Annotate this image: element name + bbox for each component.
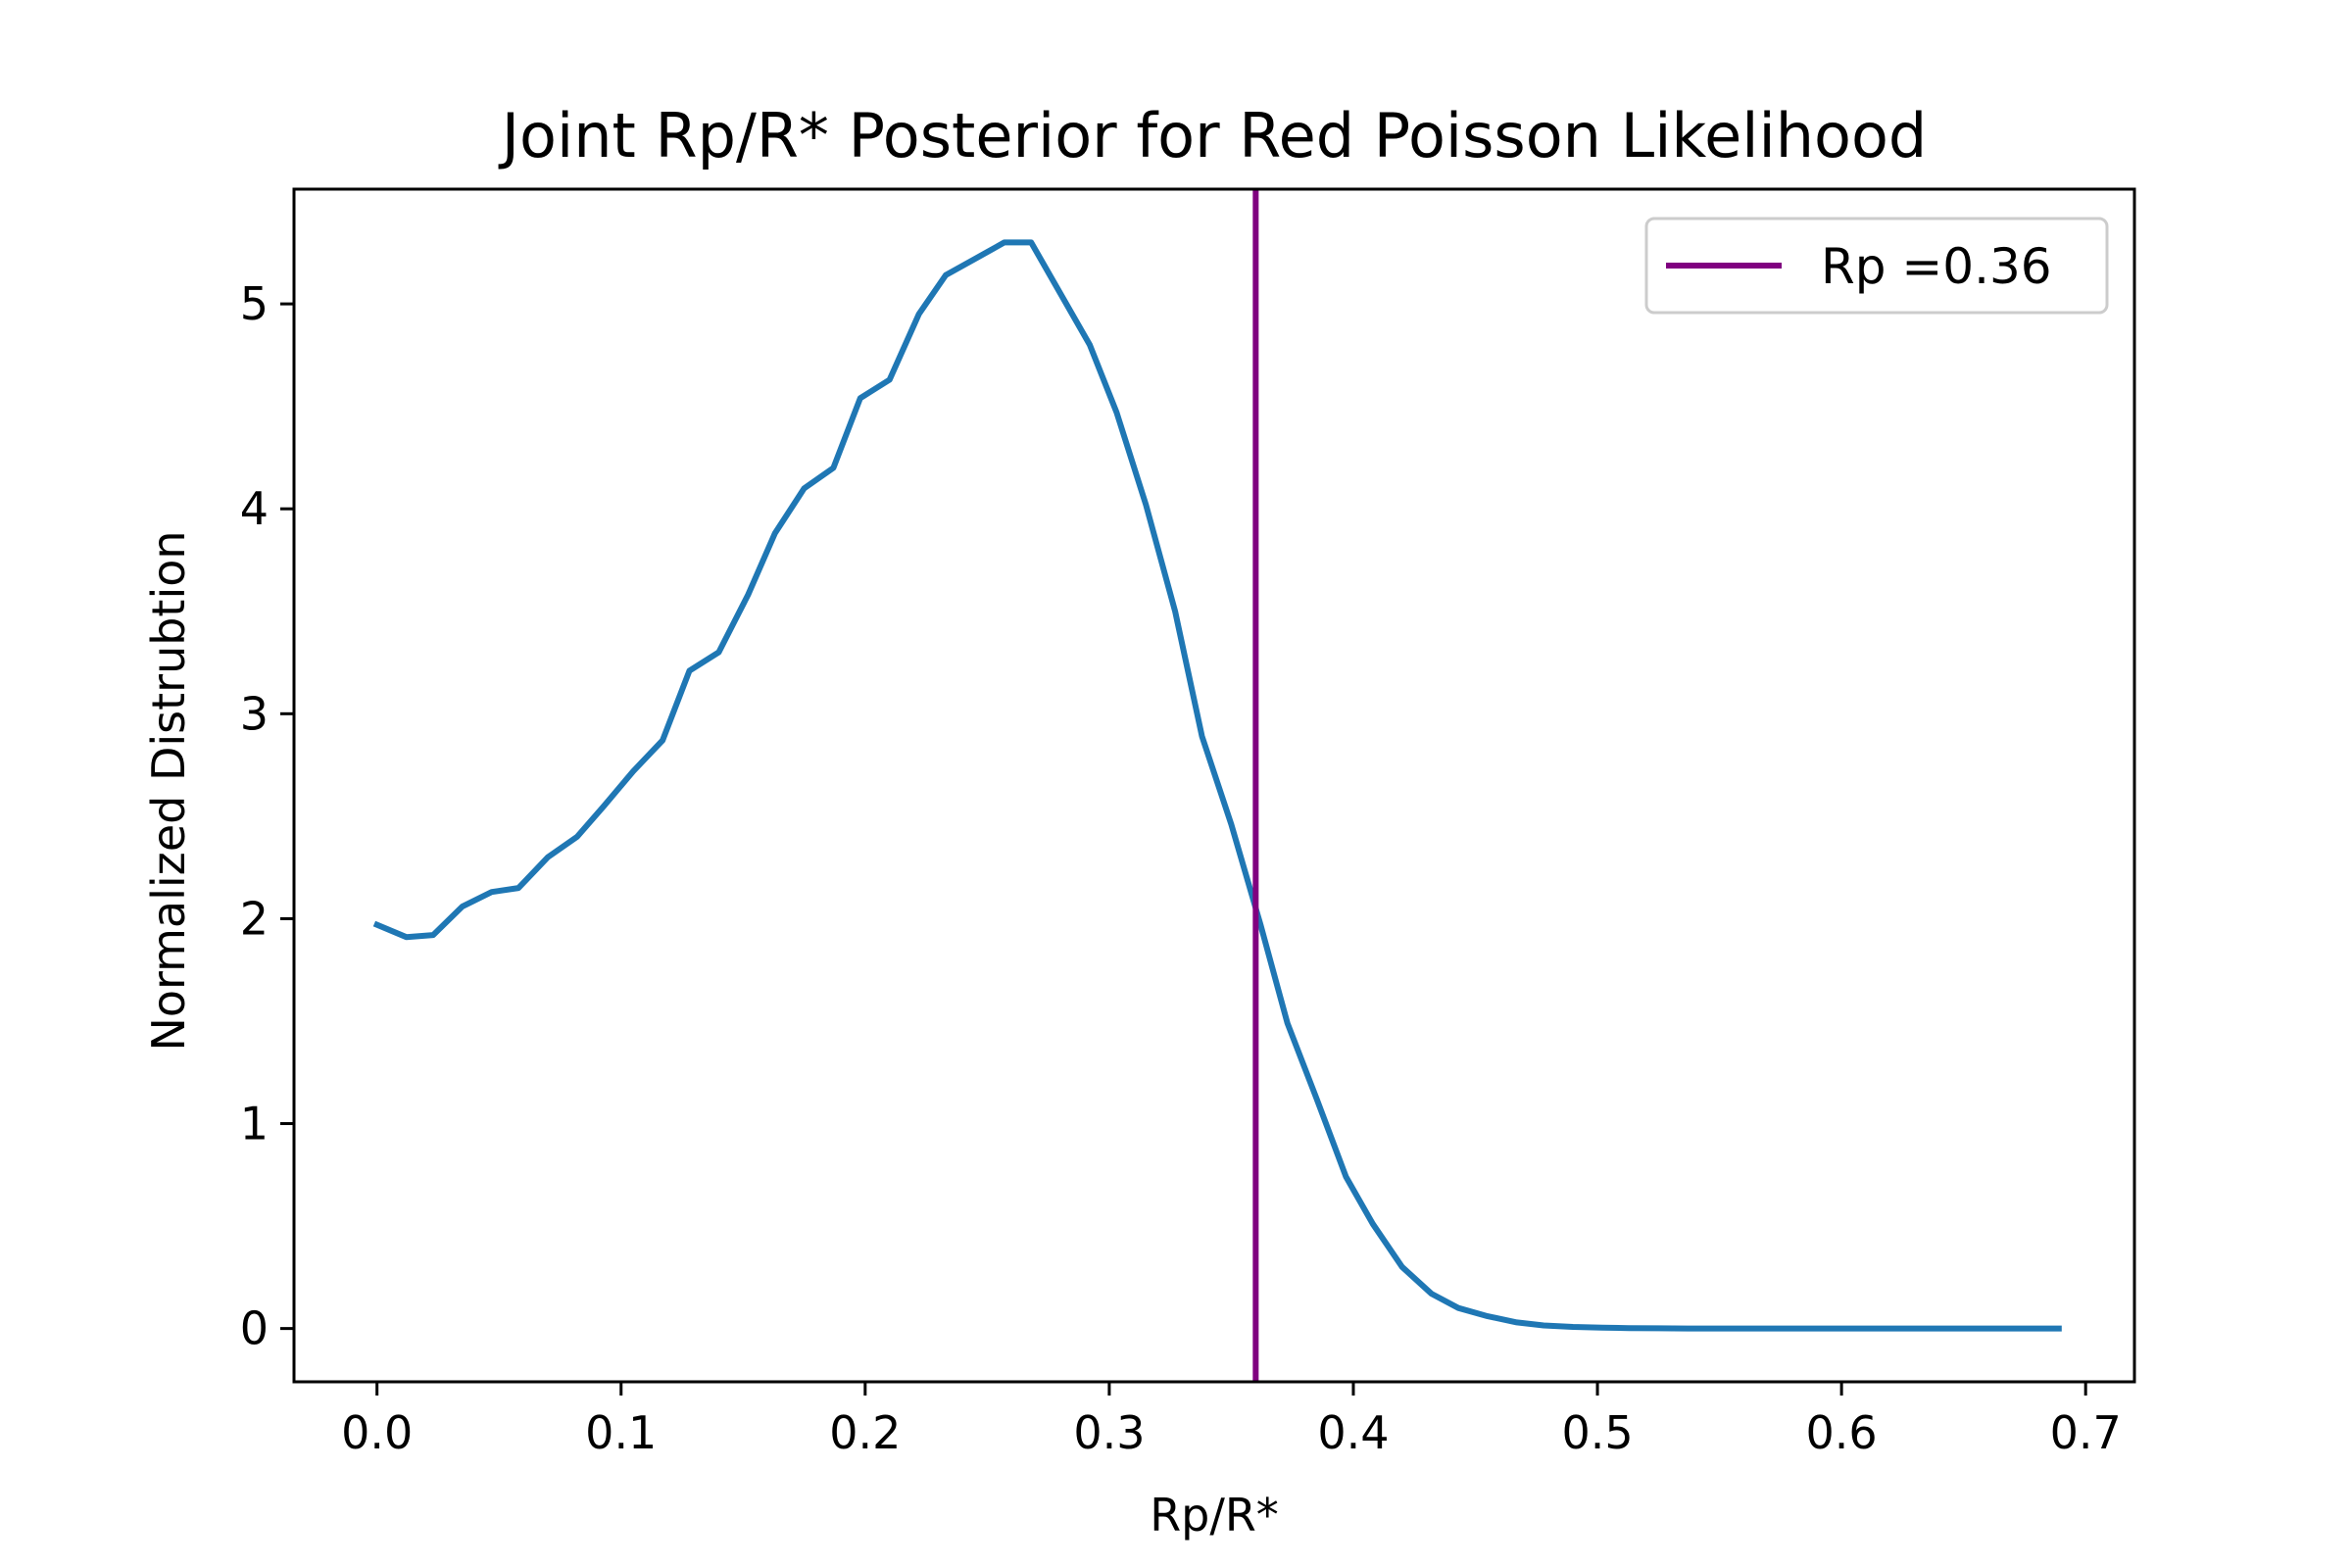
x-tick-label: 0.6	[1806, 1406, 1878, 1459]
x-tick-label: 0.7	[2050, 1406, 2122, 1459]
plot-area	[372, 189, 2062, 1382]
axes-frame	[292, 187, 2136, 1384]
y-tick-label: 5	[240, 277, 269, 330]
legend: Rp =0.36	[1644, 217, 2109, 315]
y-tick-label: 1	[240, 1098, 269, 1151]
x-tick-label: 0.2	[829, 1406, 901, 1459]
chart-title: Joint Rp/R* Posterior for Red Poisson Li…	[498, 100, 1928, 172]
y-tick-label: 0	[240, 1302, 269, 1355]
legend-label: Rp =0.36	[1821, 238, 2052, 295]
legend-box	[1644, 217, 2109, 315]
x-tick-label: 0.1	[585, 1406, 657, 1459]
y-tick-label: 4	[240, 482, 269, 535]
x-axis-label: Rp/R*	[1150, 1489, 1279, 1542]
axes: 0.0 0.1 0.2 0.3 0.4 0.5 0.6 0.7 0 1 2 3 4 5	[240, 187, 2136, 1459]
y-axis-label: Normalized Distrubtion	[142, 530, 195, 1051]
x-tick-label: 0.3	[1073, 1406, 1145, 1459]
x-tick-label: 0.4	[1317, 1406, 1389, 1459]
y-tick-label: 2	[240, 892, 269, 945]
x-tick-label: 0.5	[1561, 1406, 1633, 1459]
y-tick-label: 3	[240, 687, 269, 740]
series-line-0	[372, 239, 2062, 1332]
x-tick-label: 0.0	[341, 1406, 413, 1459]
